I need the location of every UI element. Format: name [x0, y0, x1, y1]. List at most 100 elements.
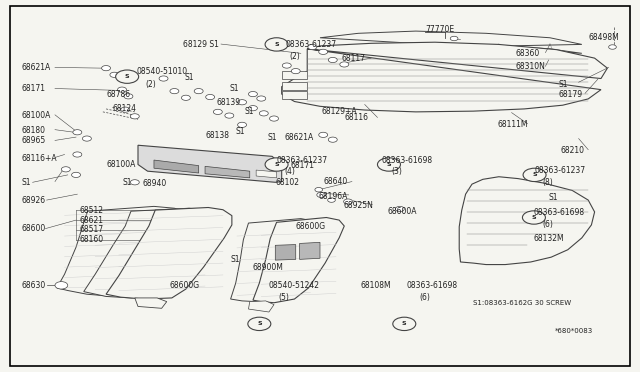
Text: S: S — [532, 215, 536, 220]
Circle shape — [319, 49, 328, 54]
Text: 68210: 68210 — [560, 146, 584, 155]
Text: (2): (2) — [289, 52, 300, 61]
Text: S1: S1 — [184, 73, 194, 82]
Polygon shape — [154, 160, 198, 173]
Text: 68117: 68117 — [341, 54, 365, 62]
Text: 68116+A: 68116+A — [21, 154, 57, 163]
Circle shape — [121, 107, 130, 112]
Text: 68111M: 68111M — [497, 121, 528, 129]
Text: S: S — [532, 172, 537, 177]
Polygon shape — [282, 42, 607, 112]
Text: 68171: 68171 — [21, 84, 45, 93]
Circle shape — [181, 95, 190, 100]
Text: 08363-61698: 08363-61698 — [407, 281, 458, 290]
Polygon shape — [282, 82, 307, 90]
Circle shape — [396, 206, 404, 212]
Text: S1: S1 — [548, 193, 558, 202]
Polygon shape — [256, 170, 276, 178]
Text: S1: S1 — [236, 127, 245, 136]
Text: 08540-51010: 08540-51010 — [137, 67, 188, 76]
Circle shape — [73, 152, 82, 157]
Polygon shape — [106, 208, 232, 299]
Polygon shape — [275, 244, 296, 260]
Circle shape — [248, 106, 257, 111]
Polygon shape — [460, 177, 595, 264]
Text: (6): (6) — [419, 293, 430, 302]
Text: 68180: 68180 — [21, 126, 45, 135]
Circle shape — [315, 187, 323, 192]
Text: 68600G: 68600G — [170, 281, 200, 290]
Text: (2): (2) — [145, 80, 156, 89]
Circle shape — [116, 70, 139, 83]
Polygon shape — [282, 92, 307, 99]
Text: S1: S1 — [268, 132, 277, 142]
Text: 77770E: 77770E — [426, 25, 454, 34]
Polygon shape — [230, 219, 319, 302]
Text: 68310N: 68310N — [515, 62, 545, 71]
Circle shape — [237, 100, 246, 105]
Circle shape — [159, 76, 168, 81]
Text: 68621A: 68621A — [21, 63, 51, 72]
Circle shape — [317, 192, 326, 198]
Text: 68138: 68138 — [205, 131, 229, 140]
Circle shape — [393, 317, 416, 331]
Circle shape — [83, 136, 92, 141]
Polygon shape — [138, 145, 282, 182]
Polygon shape — [253, 218, 344, 303]
Text: 68498M: 68498M — [588, 33, 619, 42]
Text: 68926: 68926 — [21, 196, 45, 205]
Circle shape — [124, 94, 133, 99]
Text: 68116: 68116 — [344, 113, 368, 122]
Text: S1: S1 — [122, 178, 132, 187]
Text: 08363-61698: 08363-61698 — [534, 208, 585, 217]
Text: 68786: 68786 — [106, 90, 130, 99]
Circle shape — [225, 113, 234, 118]
Circle shape — [131, 114, 140, 119]
Circle shape — [194, 89, 203, 94]
Polygon shape — [57, 206, 193, 296]
Circle shape — [72, 172, 81, 177]
Text: 68124: 68124 — [113, 104, 136, 113]
Text: 68621: 68621 — [79, 216, 103, 225]
Text: 68630: 68630 — [21, 281, 45, 290]
Circle shape — [328, 198, 335, 202]
Circle shape — [609, 45, 616, 49]
Text: 08363-61237: 08363-61237 — [276, 155, 328, 164]
Polygon shape — [135, 298, 167, 308]
Text: 68360: 68360 — [515, 49, 540, 58]
Text: 68600: 68600 — [21, 224, 45, 233]
Circle shape — [522, 211, 545, 224]
Text: S1: S1 — [244, 108, 254, 116]
Circle shape — [213, 109, 222, 115]
Text: 68965: 68965 — [21, 136, 45, 145]
Polygon shape — [320, 31, 582, 53]
Text: (5): (5) — [278, 293, 289, 302]
Text: S1: S1 — [559, 80, 568, 89]
Text: 68108M: 68108M — [360, 281, 391, 290]
Circle shape — [291, 68, 300, 74]
Polygon shape — [300, 242, 320, 259]
Text: 68900M: 68900M — [252, 263, 283, 272]
Text: 68132M: 68132M — [534, 234, 564, 243]
Text: S1: S1 — [21, 178, 31, 187]
Circle shape — [110, 72, 119, 77]
Text: 68129+A: 68129+A — [321, 108, 357, 116]
Circle shape — [328, 57, 337, 62]
Text: S1: S1 — [230, 254, 240, 263]
Text: 08363-61237: 08363-61237 — [285, 39, 337, 49]
Text: 68102: 68102 — [275, 178, 300, 187]
Text: 08540-51242: 08540-51242 — [268, 281, 319, 290]
Text: S: S — [275, 162, 279, 167]
Circle shape — [451, 36, 458, 41]
Text: 68600G: 68600G — [296, 221, 326, 231]
Text: 68940: 68940 — [143, 179, 166, 188]
Circle shape — [344, 199, 353, 204]
Circle shape — [265, 38, 288, 51]
Circle shape — [257, 96, 266, 101]
Polygon shape — [205, 166, 250, 178]
Text: 68196A: 68196A — [318, 192, 348, 201]
Text: S: S — [402, 321, 406, 326]
Text: 68925N: 68925N — [344, 201, 374, 210]
Text: 68600A: 68600A — [387, 207, 417, 216]
Text: S: S — [257, 321, 262, 326]
